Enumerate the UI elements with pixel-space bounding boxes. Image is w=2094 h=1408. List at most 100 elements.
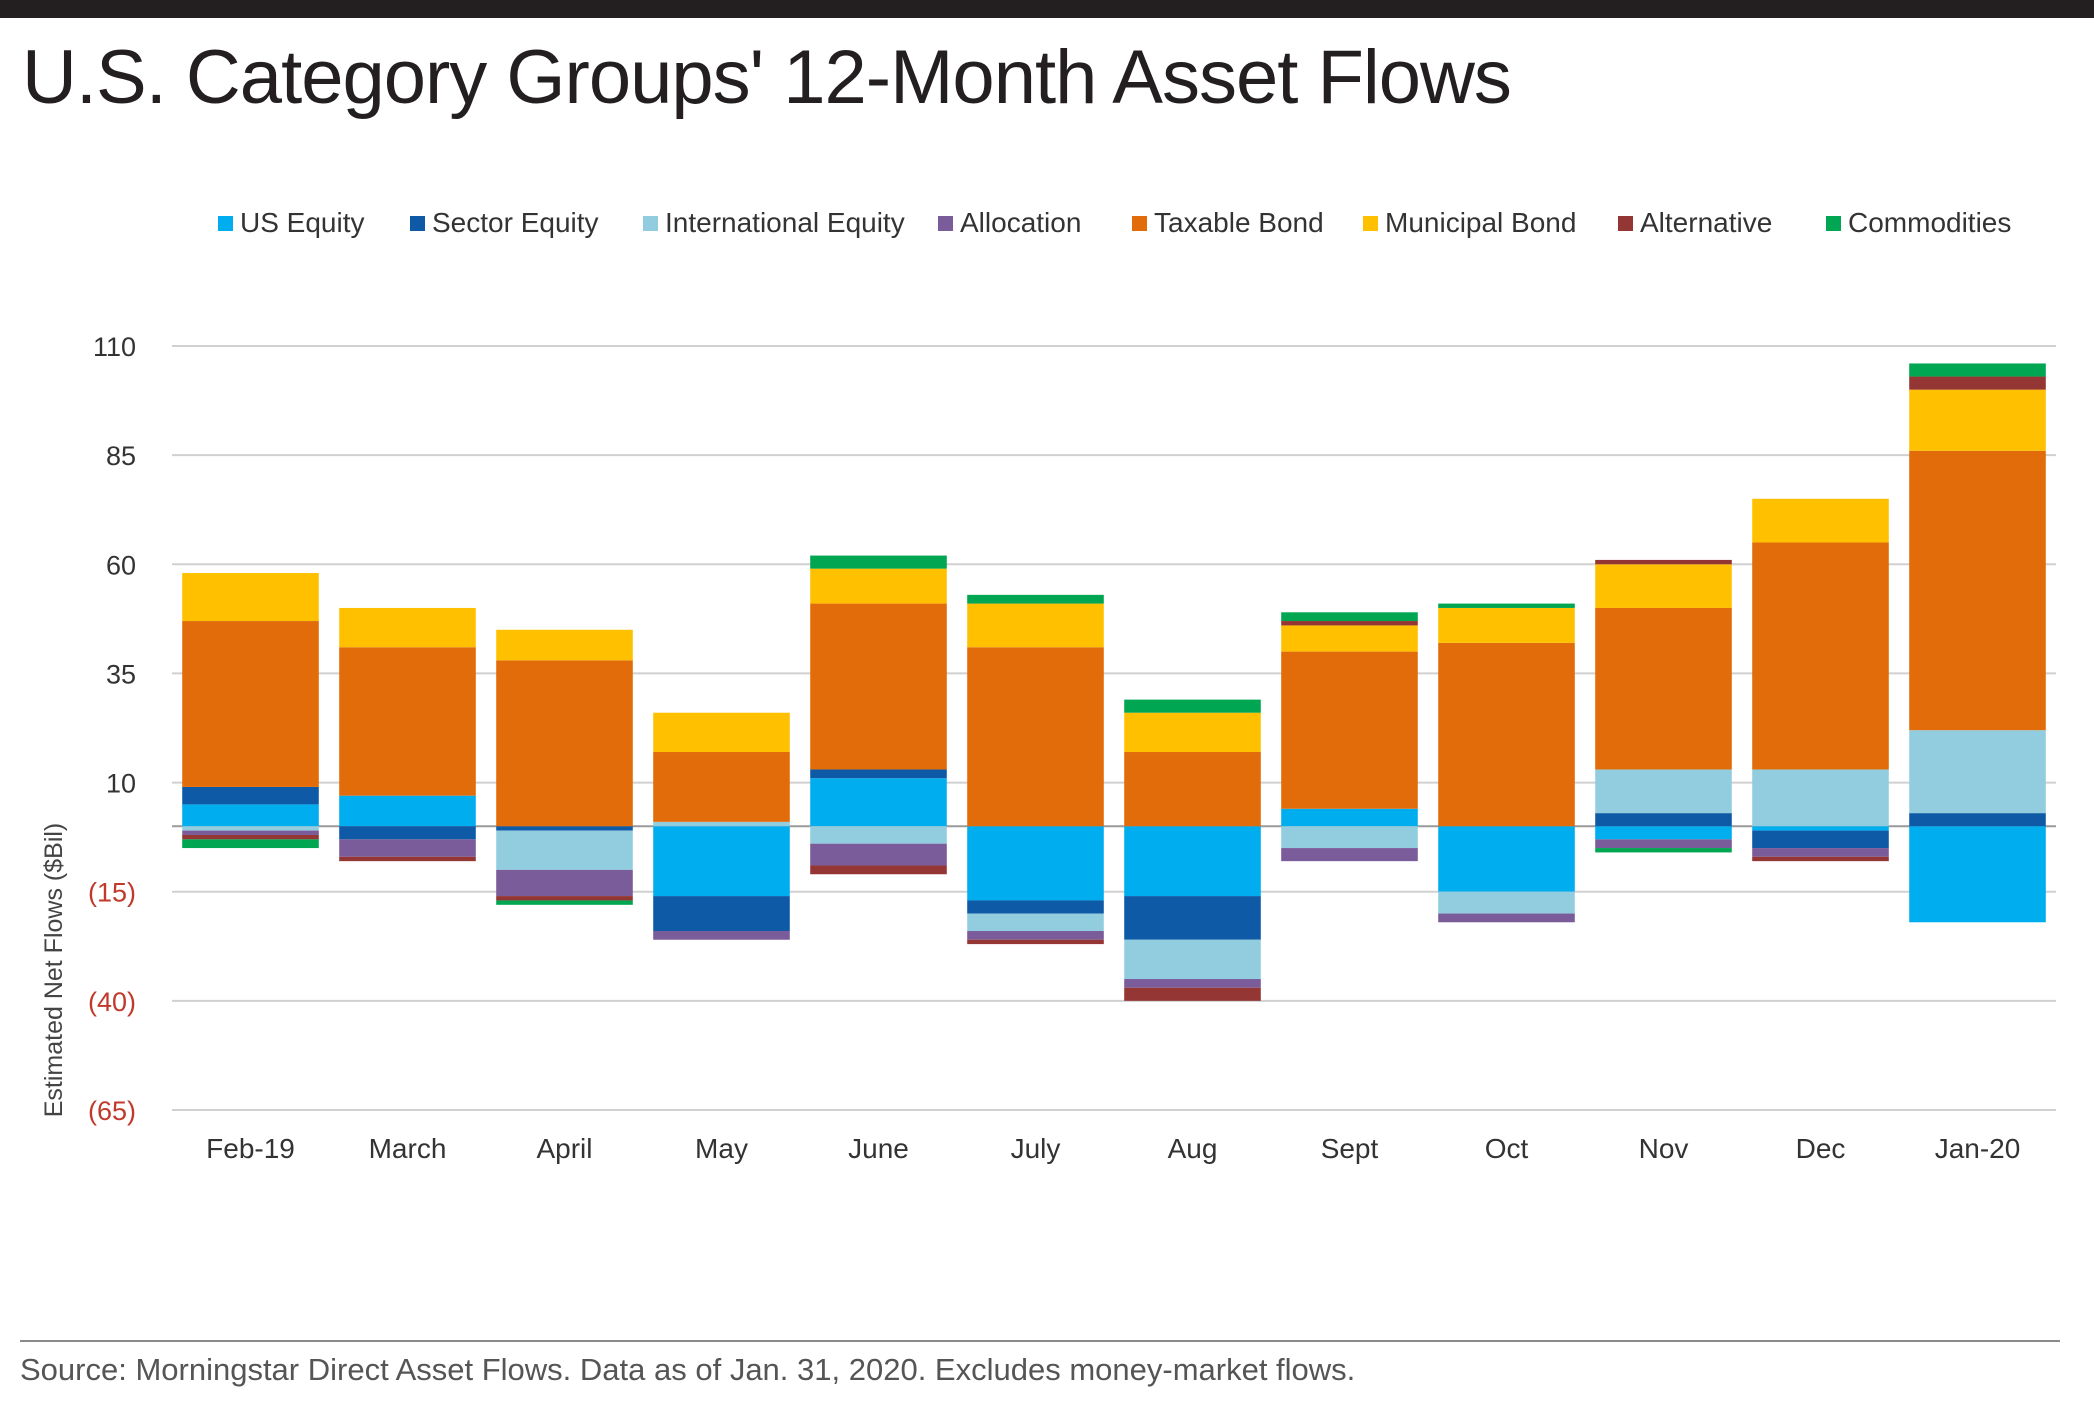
bar-segment-taxable-bond xyxy=(339,647,476,796)
legend-item-international-equity: International Equity xyxy=(643,207,905,238)
bar-segment-us-equity xyxy=(1752,826,1889,831)
legend-item-allocation: Allocation xyxy=(938,207,1081,238)
bar-segment-alternative xyxy=(182,834,319,840)
legend-label: Commodities xyxy=(1848,207,2011,238)
bar-segment-international-equity xyxy=(1281,826,1418,849)
bar-segment-alternative xyxy=(339,856,476,862)
bar-segment-commodities xyxy=(810,555,947,569)
bar-segment-commodities xyxy=(1281,612,1418,622)
chart-title: U.S. Category Groups' 12-Month Asset Flo… xyxy=(22,35,1512,120)
legend-swatch xyxy=(1132,216,1147,231)
bar-segment-municipal-bond xyxy=(496,629,633,661)
legend-item-us-equity: US Equity xyxy=(218,207,365,238)
bar-segment-alternative xyxy=(1595,559,1732,565)
bar-segment-taxable-bond xyxy=(496,660,633,827)
bar-group-feb-19 xyxy=(182,573,319,849)
legend-label: Allocation xyxy=(960,207,1081,238)
bar-segment-allocation xyxy=(967,931,1104,940)
bar-segment-international-equity xyxy=(496,830,633,870)
bar-segment-taxable-bond xyxy=(1909,450,2046,731)
bar-segment-municipal-bond xyxy=(1752,498,1889,543)
bar-segment-sector-equity xyxy=(1909,813,2046,827)
y-tick-label: 60 xyxy=(106,550,136,580)
bar-segment-allocation xyxy=(496,869,633,897)
bar-segment-commodities xyxy=(967,594,1104,604)
y-tick-label: 35 xyxy=(106,659,136,689)
bar-segment-sector-equity xyxy=(653,896,790,932)
bar-segment-alternative xyxy=(1124,987,1261,1001)
bar-segment-international-equity xyxy=(1909,730,2046,814)
bar-group-may xyxy=(653,712,790,940)
bar-segment-allocation xyxy=(1438,913,1575,923)
bar-segment-us-equity xyxy=(339,795,476,827)
legend-item-commodities: Commodities xyxy=(1826,207,2011,238)
bar-segment-us-equity xyxy=(1281,808,1418,827)
bar-segment-allocation xyxy=(653,931,790,940)
bar-segment-us-equity xyxy=(810,778,947,827)
legend-label: US Equity xyxy=(240,207,365,238)
bar-segment-municipal-bond xyxy=(967,603,1104,648)
bar-segment-sector-equity xyxy=(1595,813,1732,827)
bar-segment-us-equity xyxy=(1438,826,1575,892)
bar-segment-us-equity xyxy=(182,804,319,827)
bar-segment-municipal-bond xyxy=(1595,564,1732,608)
x-tick-label: Jan-20 xyxy=(1935,1133,2021,1164)
bar-segment-taxable-bond xyxy=(810,603,947,770)
bar-segment-alternative xyxy=(496,896,633,901)
legend-label: Alternative xyxy=(1640,207,1772,238)
legend-label: International Equity xyxy=(665,207,905,238)
bar-segment-municipal-bond xyxy=(182,573,319,622)
bar-segment-international-equity xyxy=(1124,939,1261,980)
bar-segment-allocation xyxy=(1752,848,1889,857)
x-tick-label: Sept xyxy=(1321,1133,1379,1164)
bar-segment-commodities xyxy=(496,900,633,905)
bar-segment-allocation xyxy=(1281,848,1418,862)
bar-segment-municipal-bond xyxy=(810,568,947,604)
x-tick-label: June xyxy=(848,1133,909,1164)
bar-segment-sector-equity xyxy=(1124,896,1261,940)
bar-segment-allocation xyxy=(339,839,476,857)
legend-swatch xyxy=(1618,216,1633,231)
bar-segment-municipal-bond xyxy=(653,712,790,753)
legend-swatch xyxy=(218,216,233,231)
bar-segment-international-equity xyxy=(810,826,947,844)
legend-item-alternative: Alternative xyxy=(1618,207,1772,238)
y-axis-label: Estimated Net Flows ($Bil) xyxy=(40,823,68,1118)
legend-item-sector-equity: Sector Equity xyxy=(410,207,599,238)
bar-segment-commodities xyxy=(1438,603,1575,608)
bar-segment-allocation xyxy=(1595,839,1732,849)
bars xyxy=(182,363,2046,1001)
bar-segment-municipal-bond xyxy=(1124,712,1261,753)
legend: US Equity Sector Equity International Equi… xyxy=(218,207,2011,238)
bar-segment-sector-equity xyxy=(810,769,947,779)
bar-segment-allocation xyxy=(1124,979,1261,988)
bar-group-dec xyxy=(1752,498,1889,862)
bar-segment-international-equity xyxy=(1438,891,1575,914)
bar-segment-international-equity xyxy=(1752,769,1889,827)
bar-segment-commodities xyxy=(1124,699,1261,713)
legend-label: Sector Equity xyxy=(432,207,599,238)
bar-segment-alternative xyxy=(1752,856,1889,862)
bar-segment-taxable-bond xyxy=(1595,607,1732,770)
top-rule xyxy=(0,0,2094,18)
bar-segment-us-equity xyxy=(1909,826,2046,923)
bar-segment-municipal-bond xyxy=(1281,625,1418,652)
legend-label: Municipal Bond xyxy=(1385,207,1576,238)
bar-segment-us-equity xyxy=(653,826,790,897)
bar-segment-taxable-bond xyxy=(1438,642,1575,827)
bar-group-nov xyxy=(1595,559,1732,853)
x-tick-label: Feb-19 xyxy=(206,1133,295,1164)
y-tick-label: (65) xyxy=(88,1096,136,1126)
legend-swatch xyxy=(938,216,953,231)
source-rule xyxy=(20,1340,2060,1342)
x-tick-label: April xyxy=(536,1133,592,1164)
legend-swatch xyxy=(1826,216,1841,231)
bar-segment-us-equity xyxy=(1124,826,1261,897)
x-tick-label: Oct xyxy=(1485,1133,1529,1164)
bar-segment-allocation xyxy=(182,830,319,835)
bar-segment-alternative xyxy=(1909,376,2046,390)
y-tick-label: 85 xyxy=(106,441,136,471)
bar-group-sept xyxy=(1281,612,1418,862)
bar-segment-us-equity xyxy=(1595,826,1732,840)
x-tick-label: Dec xyxy=(1796,1133,1846,1164)
